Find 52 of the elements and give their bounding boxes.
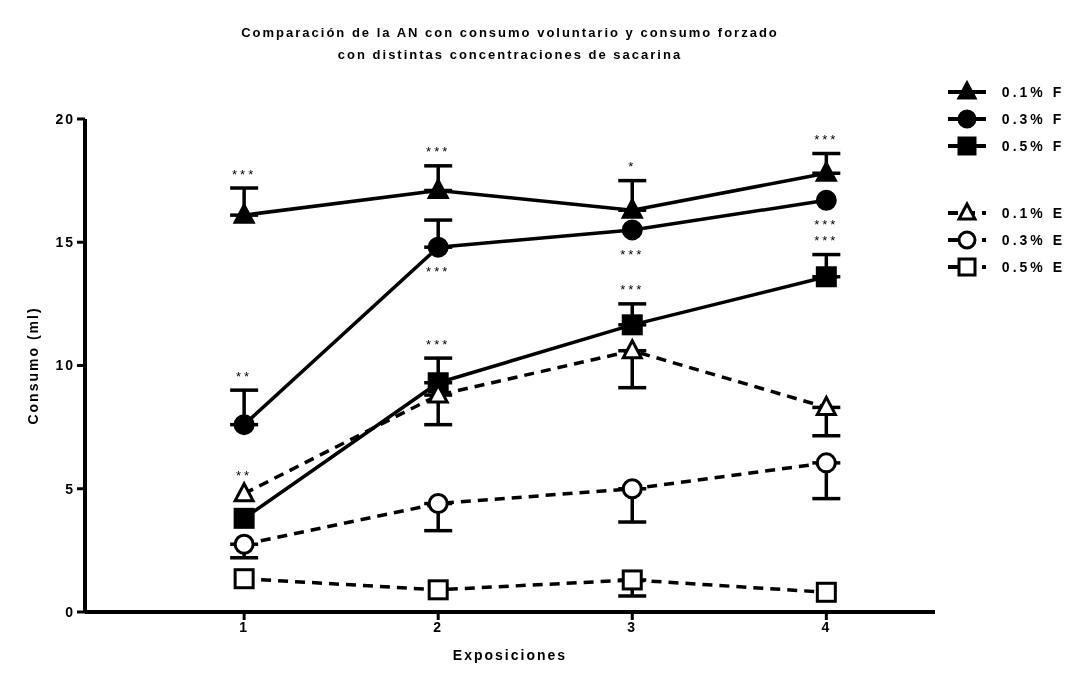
point bbox=[815, 452, 837, 474]
point bbox=[427, 236, 449, 258]
point bbox=[621, 314, 643, 336]
point bbox=[815, 266, 837, 288]
point bbox=[815, 395, 837, 416]
point bbox=[233, 507, 255, 529]
point bbox=[815, 581, 837, 603]
point bbox=[233, 482, 255, 503]
y-tick-label: 0 bbox=[65, 603, 75, 620]
point bbox=[621, 569, 643, 591]
point bbox=[621, 478, 643, 500]
legend-label: 0.1% E bbox=[1001, 204, 1065, 221]
y-tick-label: 5 bbox=[65, 480, 75, 497]
annotation: *** bbox=[426, 336, 451, 352]
legend-label: 0.5% F bbox=[1001, 137, 1065, 154]
y-tick-label: 15 bbox=[55, 234, 75, 251]
point bbox=[815, 189, 837, 211]
annotation: *** bbox=[426, 144, 451, 160]
point bbox=[233, 533, 255, 555]
annotation: * bbox=[628, 159, 637, 175]
point bbox=[233, 568, 255, 590]
annotation: *** bbox=[814, 233, 839, 249]
legend-label: 0.3% F bbox=[1001, 110, 1065, 127]
point bbox=[427, 178, 449, 199]
legend-label: 0.3% E bbox=[1001, 231, 1065, 248]
x-tick-label: 2 bbox=[433, 618, 444, 635]
x-tick-label: 4 bbox=[821, 618, 832, 635]
point bbox=[621, 219, 643, 241]
annotation: *** bbox=[232, 166, 257, 182]
annotation: *** bbox=[814, 216, 839, 232]
y-tick-label: 10 bbox=[55, 357, 75, 374]
annotation: *** bbox=[620, 246, 645, 262]
x-tick-label: 3 bbox=[627, 618, 638, 635]
annotation: *** bbox=[426, 263, 451, 279]
point bbox=[233, 203, 255, 224]
chart-title: Comparación de la AN con consumo voluntario y consumo forzado con distintas concentraciones de sacarina bbox=[240, 24, 780, 64]
point bbox=[621, 339, 643, 360]
legend-label: 0.5% E bbox=[1001, 258, 1065, 275]
point bbox=[815, 161, 837, 182]
x-tick-label: 1 bbox=[239, 618, 250, 635]
point bbox=[427, 579, 449, 601]
point bbox=[427, 493, 449, 515]
point bbox=[233, 414, 255, 436]
point bbox=[621, 198, 643, 219]
y-axis-title: Consumo (ml) bbox=[24, 306, 41, 425]
annotation: ** bbox=[236, 468, 253, 484]
annotation: ** bbox=[236, 368, 253, 384]
x-axis-title: Exposiciones bbox=[452, 647, 568, 663]
legend-label: 0.1% F bbox=[1001, 83, 1065, 100]
annotation: *** bbox=[814, 132, 839, 148]
annotation: *** bbox=[620, 282, 645, 298]
y-tick-label: 20 bbox=[55, 110, 75, 127]
